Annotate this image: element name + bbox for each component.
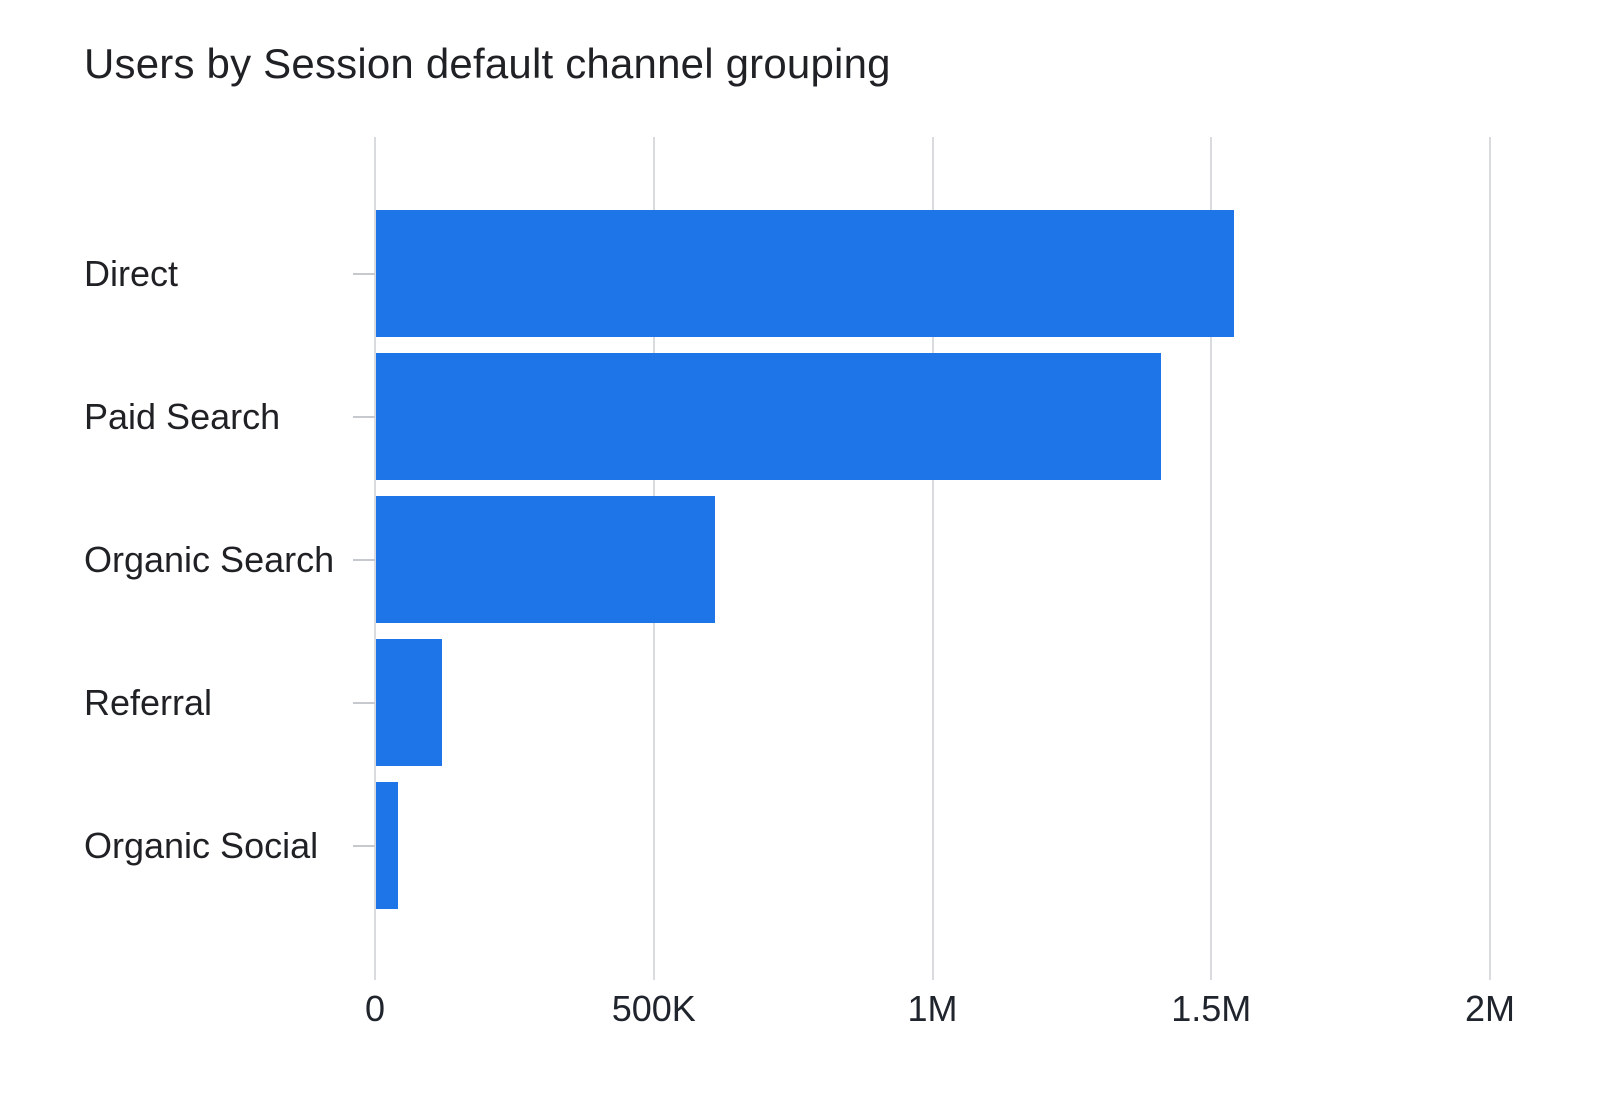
bar-organic-search[interactable]: [376, 496, 716, 623]
x-gridline-0: [374, 137, 376, 980]
x-gridline-1M: [931, 137, 934, 980]
chart-title: Users by Session default channel groupin…: [84, 40, 891, 87]
x-axis-tick-label-500K: 500K: [611, 988, 696, 1029]
category-label-referral: Referral: [84, 681, 213, 723]
category-tick-direct: [353, 272, 375, 275]
bar-organic-social[interactable]: [376, 782, 399, 909]
x-axis-tick-label-1M: 1M: [907, 988, 958, 1029]
x-gridline-2M: [1489, 137, 1491, 980]
x-gridline-1.5M: [1210, 137, 1213, 980]
category-tick-referral: [353, 701, 375, 704]
bar-direct[interactable]: [376, 210, 1234, 337]
x-axis-tick-label-0: 0: [364, 988, 386, 1029]
category-label-organic-search: Organic Search: [84, 538, 335, 580]
category-label-paid-search: Paid Search: [84, 395, 281, 437]
category-label-organic-social: Organic Social: [84, 824, 319, 866]
category-tick-organic-search: [353, 558, 375, 561]
category-tick-organic-social: [353, 844, 375, 847]
category-label-direct: Direct: [84, 252, 179, 294]
category-tick-paid-search: [353, 415, 375, 418]
bar-referral[interactable]: [376, 639, 442, 766]
x-axis-tick-label-2M: 2M: [1464, 988, 1516, 1029]
bar-paid-search[interactable]: [376, 353, 1162, 480]
x-axis-tick-label-1.5M: 1.5M: [1171, 988, 1252, 1029]
